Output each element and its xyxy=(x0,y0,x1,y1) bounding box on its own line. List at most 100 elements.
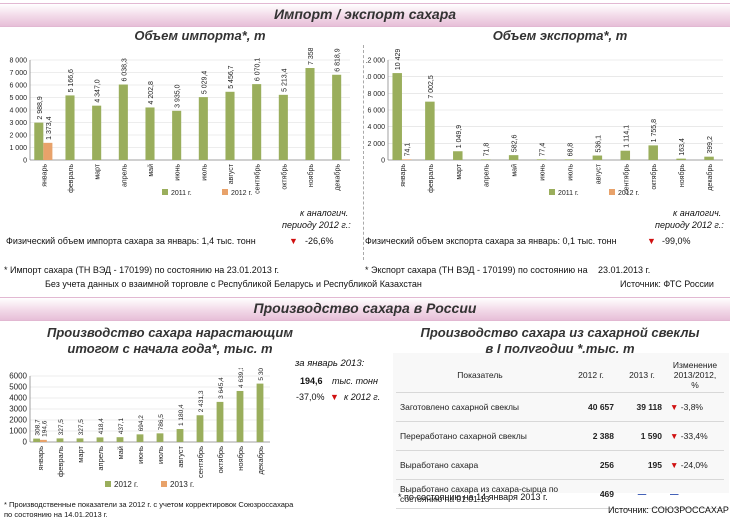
import-export-header-band xyxy=(0,3,730,27)
header-2013: 2013 г. xyxy=(618,358,666,393)
data-label: 71,8 xyxy=(484,143,491,157)
january-down-triangle: ▼ xyxy=(330,392,339,402)
january-value: 194,6 xyxy=(300,376,323,386)
bar-2011 г. xyxy=(252,84,262,160)
trade-note: Без учета данных о взаимной торговле с Р… xyxy=(45,279,422,289)
data-label: 399,2 xyxy=(707,136,714,154)
bar-2012 г. xyxy=(196,415,204,442)
bar-2011 г. xyxy=(65,95,75,160)
data-label: 6 038,3 xyxy=(121,58,128,81)
data-label: 6 070,1 xyxy=(255,58,262,81)
x-tick-label: декабрь xyxy=(256,446,265,475)
y-tick-label: 2000 xyxy=(9,416,27,425)
x-tick-label: июнь xyxy=(540,164,547,181)
x-tick-label: ноябрь xyxy=(678,164,686,187)
y-tick-label: 1 000 xyxy=(9,145,27,152)
bar-2011 г. xyxy=(34,122,44,160)
x-tick-label: сентябрь xyxy=(254,164,262,194)
down-triangle-icon: ▼ xyxy=(670,431,681,441)
bar-2012 г. xyxy=(56,438,64,442)
data-label: 5 166,6 xyxy=(68,69,75,92)
bar-2012 г. xyxy=(156,433,164,442)
x-tick-label: ноябрь xyxy=(307,164,315,187)
row-label: Выработано сахара xyxy=(396,450,564,480)
data-label: 1 180,4 xyxy=(178,404,185,426)
row-change: ▼ -24,0% xyxy=(666,450,724,480)
bar-2012 г. xyxy=(33,438,40,442)
data-label: 694,2 xyxy=(138,415,145,432)
x-tick-label: март xyxy=(95,163,102,179)
data-label: 308,7 xyxy=(35,419,42,436)
export-change: -99,0% xyxy=(662,236,691,246)
row-change: — xyxy=(666,479,724,509)
data-label: 5 308,5 xyxy=(258,368,265,381)
x-tick-label: декабрь xyxy=(334,164,342,191)
export-down-triangle: ▼ xyxy=(647,236,656,246)
import-footnote: * Импорт сахара (ТН ВЭД - 170199) по сос… xyxy=(4,265,280,275)
bar-2011 г. xyxy=(278,94,288,160)
y-tick-label: 5000 xyxy=(9,383,27,392)
x-tick-label: сентябрь xyxy=(196,446,205,478)
import-change: -26,6% xyxy=(305,236,334,246)
bar-2011 г. xyxy=(392,73,402,160)
down-triangle-icon: ▼ xyxy=(670,402,681,412)
table-row: Выработано сахара 256 195 ▼ -24,0% xyxy=(396,450,724,480)
dash-icon: — xyxy=(637,489,647,499)
bar-2012 г. xyxy=(401,159,412,160)
y-tick-label: 5 000 xyxy=(9,95,27,102)
row-value-2013: 1 590 xyxy=(618,421,666,451)
import-compare-label-2: периоду 2012 г.: xyxy=(282,220,351,230)
x-tick-label: август xyxy=(176,445,185,467)
x-tick-label: апрель xyxy=(121,164,128,187)
legend-swatch xyxy=(549,189,555,195)
x-tick-label: июль xyxy=(567,164,574,181)
y-tick-label: 8 000 xyxy=(9,58,27,65)
row-change: ▼ -3,8% xyxy=(666,392,724,422)
bar-2011 г. xyxy=(425,101,435,160)
bar-2011 г. xyxy=(676,158,686,160)
bar-2011 г. xyxy=(453,151,463,160)
data-label: 77,4 xyxy=(540,143,547,157)
legend-swatch xyxy=(161,481,167,487)
legend-entry: 2011 г. xyxy=(558,190,579,197)
row-value-2013: — xyxy=(618,479,666,509)
export-footnote: * Экспорт сахара (ТН ВЭД - 170199) по со… xyxy=(365,265,588,275)
header-indicator: Показатель xyxy=(396,358,564,393)
production-header-band xyxy=(0,297,730,321)
data-label: 5 456,7 xyxy=(228,65,235,88)
x-tick-label: январь xyxy=(41,164,48,187)
bar-2012 г. xyxy=(116,437,124,442)
january-unit: тыс. тонн xyxy=(332,376,378,386)
x-tick-label: январь xyxy=(36,446,45,470)
x-tick-label: май xyxy=(116,446,125,460)
data-label: 536,1 xyxy=(595,135,602,153)
bar-2013 г. xyxy=(40,439,47,442)
down-triangle-icon: ▼ xyxy=(670,460,681,470)
bar-2011 г. xyxy=(118,84,128,160)
data-label: 786,5 xyxy=(158,414,165,431)
cumulative-footnote-1: * Производственные показатели за 2012 г.… xyxy=(4,500,294,509)
row-change-value: -3,8% xyxy=(680,402,703,412)
x-tick-label: январь xyxy=(400,164,407,187)
y-tick-label: 0 xyxy=(381,158,385,165)
data-label: 163,4 xyxy=(679,138,686,156)
data-label: 1 373,4 xyxy=(46,116,53,139)
header-2012: 2012 г. xyxy=(564,358,618,393)
row-value-2013: 39 118 xyxy=(618,392,666,422)
bar-2011 г. xyxy=(508,155,519,160)
data-label: 1 049,9 xyxy=(456,125,463,148)
x-tick-label: апрель xyxy=(484,164,491,187)
x-tick-label: июнь xyxy=(136,446,145,464)
x-tick-label: май xyxy=(147,164,155,177)
row-value-2012: 256 xyxy=(564,450,618,480)
y-tick-label: 6 000 xyxy=(367,108,385,115)
table-row: Переработано сахарной свеклы 2 388 1 590 ▼ … xyxy=(396,421,724,451)
data-label: 4 202,8 xyxy=(148,81,155,104)
y-tick-label: 6000 xyxy=(9,372,27,381)
legend-swatch xyxy=(222,189,228,195)
bar-2012 г. xyxy=(256,383,264,442)
cumulative-title-1: Производство сахара нарастающим xyxy=(47,325,293,340)
x-tick-label: сентябрь xyxy=(622,164,630,194)
y-tick-label: 3 000 xyxy=(9,120,27,127)
legend-swatch xyxy=(609,189,615,195)
